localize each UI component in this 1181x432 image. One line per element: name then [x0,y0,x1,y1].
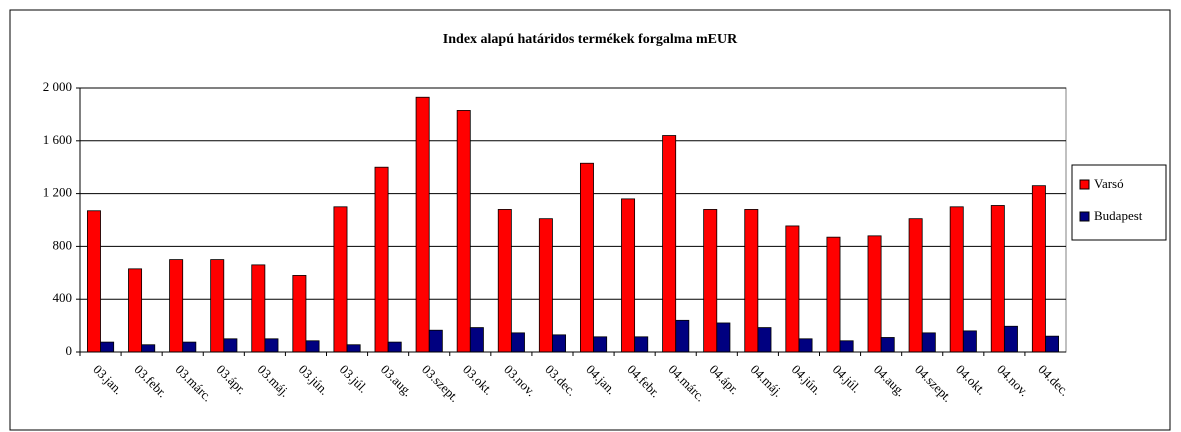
bar [703,209,718,353]
bar [744,209,759,353]
bar [387,341,402,353]
bar [839,340,854,353]
legend-box [1071,164,1167,241]
bar [634,336,649,353]
chart-title: Index alapú határidos termékek forgalma … [443,32,738,47]
plot-area [79,87,1067,353]
bar [990,205,1005,353]
bar [1003,325,1018,353]
bar [593,336,608,353]
bar [1031,185,1046,353]
bar [169,259,184,353]
y-tick-label: 1 600 [43,132,72,147]
bar [182,341,197,353]
bar [662,135,677,353]
bar [867,235,882,353]
bar [798,338,813,353]
bar [949,206,964,353]
bar [716,322,731,353]
bar [1045,335,1060,353]
bar [100,341,115,353]
legend-swatch [1079,211,1090,222]
bar [456,110,471,353]
bar [621,198,636,353]
bar [415,96,430,353]
bar [374,166,389,353]
bar [264,338,279,353]
bar [333,206,348,353]
bar [826,236,841,353]
bar [880,337,895,353]
bar [210,259,225,353]
bar [908,218,923,353]
bar [497,209,512,353]
bar [86,210,101,353]
bar [552,334,567,353]
bar [757,327,772,353]
legend-label: Varsó [1094,176,1124,191]
bar [128,268,143,353]
bar [579,162,594,353]
y-tick-label: 400 [53,290,73,305]
bar [223,338,238,353]
bar [921,332,936,353]
y-tick-label: 2 000 [43,79,72,94]
bar [675,319,690,353]
bar [510,332,525,353]
legend-swatch [1079,179,1090,190]
bar [251,264,266,353]
bar [469,327,484,353]
y-tick-label: 800 [53,237,73,252]
bar [428,329,443,353]
legend-label: Budapest [1094,208,1143,223]
y-tick-label: 1 200 [43,185,72,200]
bar [305,340,320,353]
bar [785,225,800,353]
bar [962,330,977,353]
bar [141,344,156,353]
bar [538,218,553,353]
bar [346,344,361,353]
y-tick-label: 0 [66,343,73,358]
bar [292,275,307,353]
